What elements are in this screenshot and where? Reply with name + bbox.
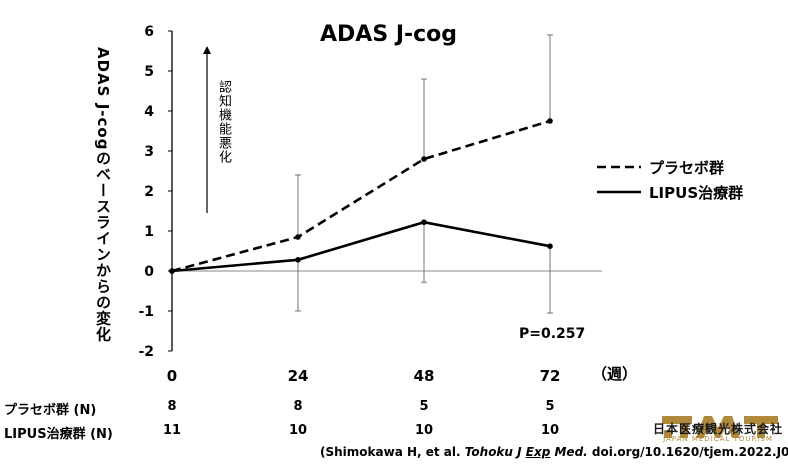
y-tick-label: 6 xyxy=(144,24,154,40)
y-axis-label: ADAS J-cogのベースラインからの変化 xyxy=(94,47,112,343)
n-table-cell: 10 xyxy=(540,423,560,438)
data-point xyxy=(421,156,427,162)
n-table-cell: 5 xyxy=(545,399,555,414)
worsening-arrow-label: 認知機能悪化 xyxy=(216,80,231,164)
y-tick-label: 4 xyxy=(144,104,154,120)
x-axis-unit: （週） xyxy=(592,365,638,383)
data-point xyxy=(421,219,427,225)
chart-title: ADAS J-cog xyxy=(320,22,458,47)
legend-label: プラセボ群 xyxy=(649,159,724,177)
y-tick-label: -2 xyxy=(138,344,154,360)
series-line-lipus xyxy=(171,220,551,273)
citation-journal: Tohoku J Exp Med. xyxy=(464,445,588,459)
x-tick-label: 0 xyxy=(167,367,177,385)
data-point xyxy=(295,257,301,263)
n-table-row-label: LIPUS治療群 (N) xyxy=(4,427,113,442)
y-tick-label: -1 xyxy=(138,304,154,320)
n-table-cell: 10 xyxy=(414,423,434,438)
logo-name-en: JAPAN MEDICAL TOURISM xyxy=(663,435,773,443)
data-point xyxy=(295,234,301,240)
worsening-arrow-head xyxy=(203,46,211,54)
n-table-cell: 11 xyxy=(162,423,182,438)
y-tick-label: 1 xyxy=(144,224,154,240)
x-tick-label: 48 xyxy=(414,367,435,385)
y-tick-label: 2 xyxy=(144,184,154,200)
y-tick-label: 3 xyxy=(144,144,154,160)
citation-doi: doi.org/10.1620/tjem.2022.J078.) xyxy=(591,445,788,459)
logo-name-jp: 日本医療観光株式会社 xyxy=(652,422,783,436)
citation-authors: (Shimokawa H, et al. xyxy=(320,445,461,459)
x-tick-label: 24 xyxy=(288,367,309,385)
n-table-row-label: プラセボ群 (N) xyxy=(4,403,97,418)
x-tick-label: 72 xyxy=(540,367,561,385)
y-tick-label: 0 xyxy=(144,264,154,280)
data-point xyxy=(547,118,553,124)
y-tick-label: 5 xyxy=(144,64,154,80)
p-value-label: P=0.257 xyxy=(519,326,586,342)
series-line-placebo xyxy=(171,119,551,273)
n-table-cell: 10 xyxy=(288,423,308,438)
n-table-cell: 8 xyxy=(167,399,177,414)
citation: (Shimokawa H, et al. Tohoku J Exp Med. d… xyxy=(320,445,788,459)
legend-label: LIPUS治療群 xyxy=(649,184,743,202)
jmt-logo-icon xyxy=(662,416,778,438)
n-table-cell: 8 xyxy=(293,399,303,414)
n-table-cell: 5 xyxy=(419,399,429,414)
data-point xyxy=(547,243,553,249)
